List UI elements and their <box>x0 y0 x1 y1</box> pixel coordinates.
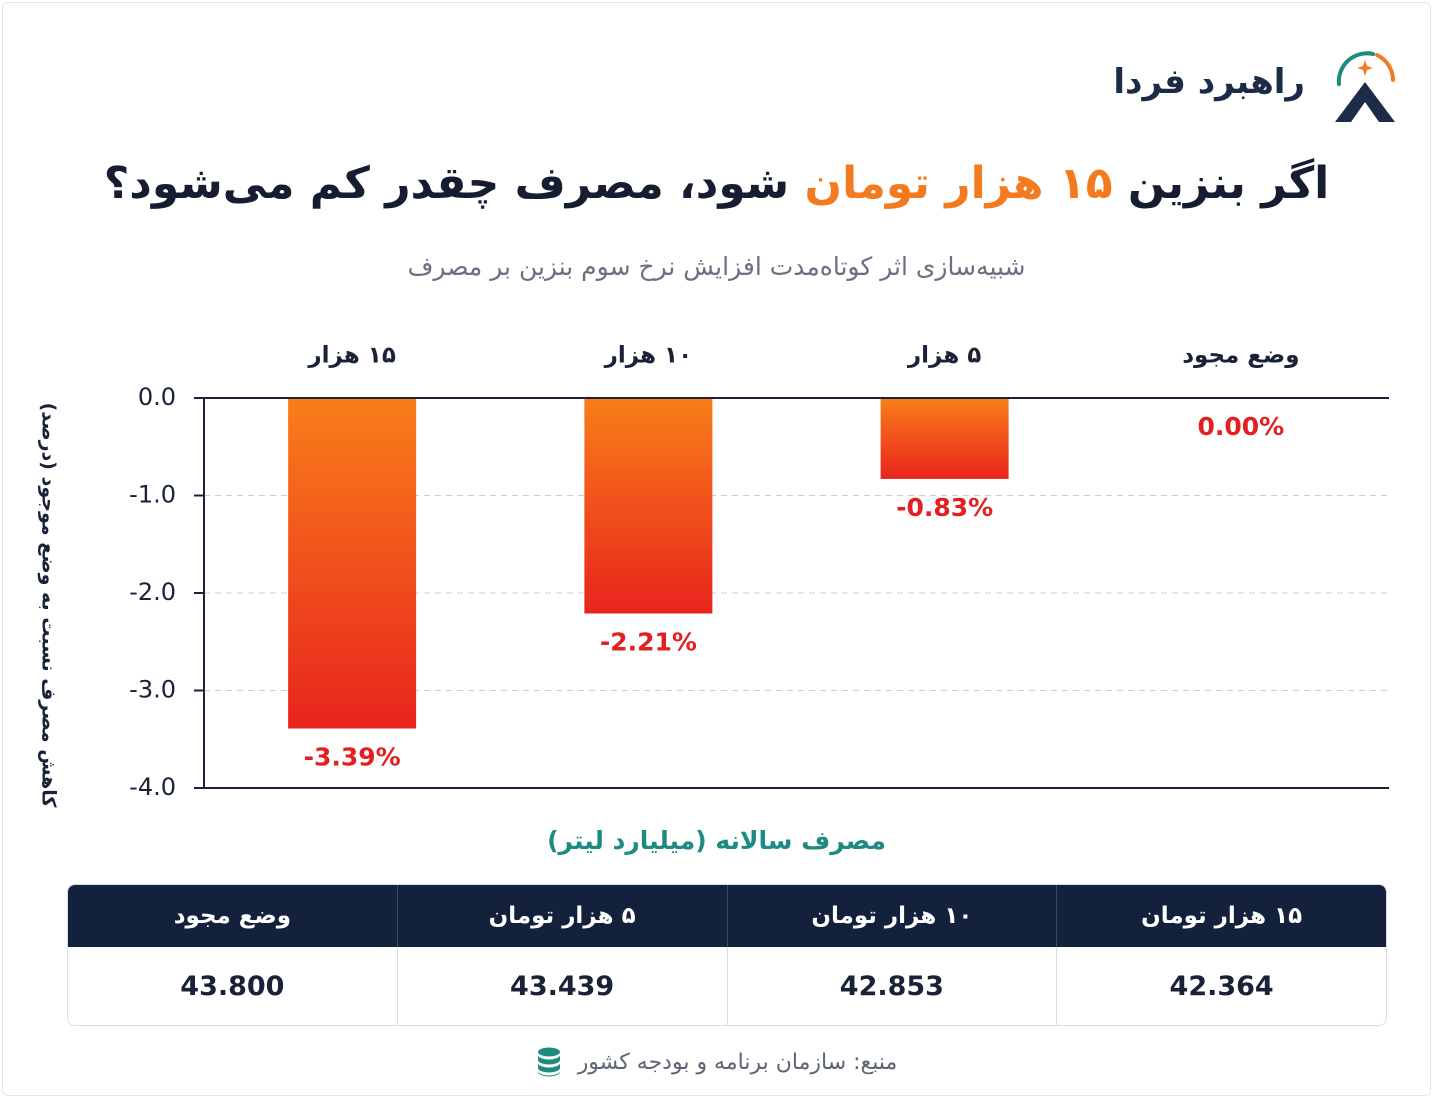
data-label: -0.83% <box>896 493 993 522</box>
table-header-cell: ۱۰ هزار تومان <box>726 885 1057 947</box>
bar <box>288 398 417 729</box>
table-cell: 42.853 <box>726 947 1057 1025</box>
brand-header: راهبرد فردا <box>1113 40 1399 124</box>
data-label: 0.00% <box>1198 412 1285 441</box>
database-icon <box>537 1047 560 1077</box>
data-label: -3.39% <box>304 743 401 772</box>
brand-name: راهبرد فردا <box>1113 62 1305 102</box>
category-label: ۱۰ هزار <box>604 343 692 369</box>
table-header-row: ۱۵ هزار تومان ۱۰ هزار تومان ۵ هزار تومان… <box>68 885 1386 947</box>
table-row: 42.364 42.853 43.439 43.800 <box>68 947 1386 1025</box>
consumption-table: ۱۵ هزار تومان ۱۰ هزار تومان ۵ هزار تومان… <box>67 884 1387 1026</box>
data-label: -2.21% <box>600 627 697 656</box>
y-axis-label-wrap: کاهش مصرف نسبت به وضع موجود (درصد) <box>38 403 60 809</box>
y-tick-label: 0.0 <box>138 383 176 411</box>
title-highlight: ۱۵ هزار تومان <box>804 158 1113 209</box>
x-axis-label: مصرف سالانه (میلیارد لیتر) <box>547 826 886 855</box>
page-subtitle: شبیه‌سازی اثر کوتاه‌مدت افزایش نرخ سوم ب… <box>407 252 1026 281</box>
bar <box>584 398 713 614</box>
table-header-cell: وضع مجود <box>173 903 292 929</box>
y-tick-label: -1.0 <box>129 481 176 509</box>
y-tick-label: -3.0 <box>129 676 176 704</box>
page-title: اگر بنزین ۱۵ هزار تومان شود، مصرف چقدر ک… <box>0 158 1433 209</box>
bar <box>880 398 1009 479</box>
y-tick-label: -4.0 <box>129 773 176 801</box>
y-tick-label: -2.0 <box>129 578 176 606</box>
table-header-cell: ۵ هزار تومان <box>396 885 727 947</box>
table-header-cell: ۱۵ هزار تومان <box>1056 885 1386 947</box>
category-label: وضع مجود <box>1182 343 1299 369</box>
table-cell: 42.364 <box>1056 947 1386 1025</box>
brand-logo-icon <box>1335 51 1395 122</box>
y-axis-label: کاهش مصرف نسبت به وضع موجود (درصد) <box>38 403 60 809</box>
table-cell: 43.439 <box>396 947 727 1025</box>
category-label: ۱۵ هزار <box>307 343 395 369</box>
bar-chart: 0.0 -1.0 -2.0 -3.0 -4.0 وضع مجود 0.00% ۵ هزار -0… <box>129 343 1389 801</box>
table-cell: 43.800 <box>180 970 285 1002</box>
source-text: منبع: سازمان برنامه و بودجه کشور <box>577 1049 898 1075</box>
title-part-1: اگر بنزین <box>1112 158 1330 209</box>
category-label: ۵ هزار <box>907 343 981 369</box>
title-part-2: شود، مصرف چقدر کم می‌شود؟ <box>103 158 805 209</box>
source-footer: منبع: سازمان برنامه و بودجه کشور <box>0 1046 1433 1078</box>
